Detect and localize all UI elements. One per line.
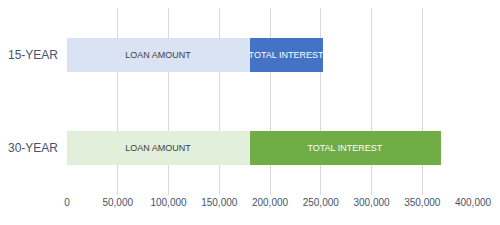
svg-text:250,000: 250,000 (303, 197, 340, 208)
svg-text:200,000: 200,000 (252, 197, 289, 208)
svg-text:30-YEAR: 30-YEAR (8, 141, 58, 155)
svg-text:350,000: 350,000 (404, 197, 441, 208)
svg-text:50,000: 50,000 (102, 197, 133, 208)
svg-text:LOAN AMOUNT: LOAN AMOUNT (125, 143, 191, 153)
svg-text:TOTAL INTEREST: TOTAL INTEREST (307, 143, 382, 153)
svg-text:0: 0 (64, 197, 70, 208)
svg-text:300,000: 300,000 (353, 197, 390, 208)
svg-text:LOAN AMOUNT: LOAN AMOUNT (125, 50, 191, 60)
svg-text:400,000: 400,000 (455, 197, 492, 208)
svg-text:150,000: 150,000 (201, 197, 238, 208)
svg-text:15-YEAR: 15-YEAR (8, 48, 58, 62)
svg-text:100,000: 100,000 (150, 197, 187, 208)
svg-text:TOTAL INTEREST: TOTAL INTEREST (249, 50, 324, 60)
